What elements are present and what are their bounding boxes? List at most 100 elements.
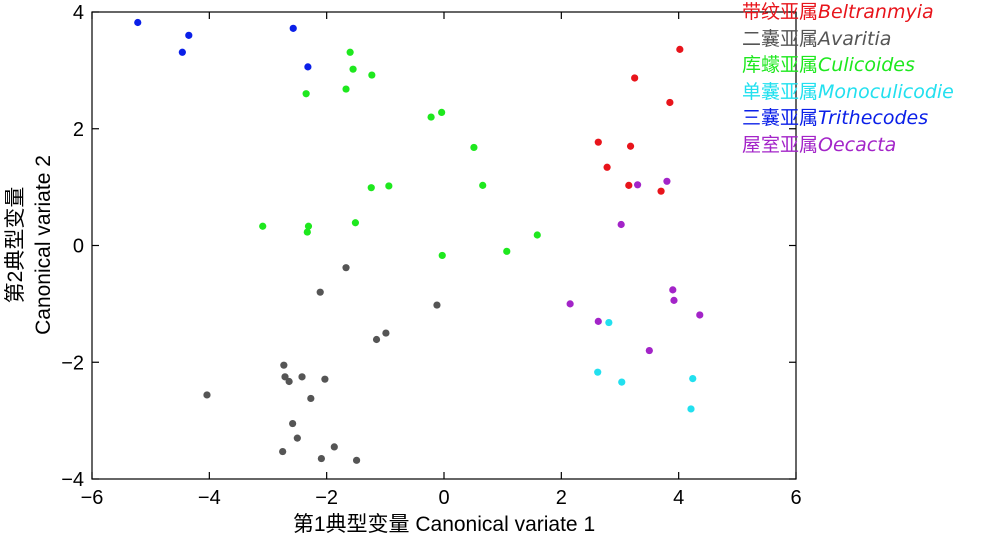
legend-cn-avaritia: 二囊亚属 bbox=[742, 28, 818, 50]
legend-cn-culicoides: 库蠓亚属 bbox=[742, 54, 818, 76]
data-point-beltranmyia bbox=[676, 45, 684, 53]
data-point-avaritia bbox=[321, 375, 329, 383]
data-point-avaritia bbox=[280, 361, 288, 369]
x-tick-label: −6 bbox=[81, 487, 104, 509]
legend-entry-beltranmyia: 带纹亚属Beltranmyia bbox=[742, 1, 934, 23]
data-point-avaritia bbox=[330, 443, 338, 451]
data-point-avaritia bbox=[289, 419, 297, 428]
data-point-culicoides bbox=[304, 222, 313, 230]
data-point-avaritia bbox=[382, 329, 390, 337]
data-point-beltranmyia bbox=[625, 181, 633, 189]
legend-latin-avaritia: Avaritia bbox=[816, 28, 891, 50]
data-point-beltranmyia bbox=[631, 74, 639, 82]
x-tick-label: 4 bbox=[673, 487, 684, 509]
data-point-culicoides bbox=[503, 247, 511, 255]
data-point-trithecodes bbox=[289, 24, 297, 32]
data-point-oecacta bbox=[594, 317, 602, 325]
data-point-culicoides bbox=[368, 71, 376, 79]
y-axis-title-cn: 第2典型变量 bbox=[4, 187, 27, 304]
data-point-avaritia bbox=[342, 264, 350, 272]
data-point-monoculicodie bbox=[687, 405, 695, 413]
data-point-avaritia bbox=[433, 301, 441, 309]
data-point-oecacta bbox=[617, 220, 625, 229]
legend-cn-oecacta: 屋室亚属 bbox=[742, 134, 818, 156]
data-point-monoculicodie bbox=[605, 318, 613, 327]
legend-entry-monoculicodie: 单囊亚属Monoculicodie bbox=[742, 81, 954, 103]
legend-latin-oecacta: Oecacta bbox=[818, 134, 896, 156]
legend: 带纹亚属Beltranmyia 二囊亚属Avaritia 库蠓亚属Culicoi… bbox=[742, 1, 954, 156]
legend-entry-culicoides: 库蠓亚属Culicoides bbox=[742, 54, 915, 76]
legend-latin-trithecodes: Trithecodes bbox=[818, 107, 928, 129]
data-point-oecacta bbox=[696, 311, 704, 319]
data-point-oecacta bbox=[566, 300, 574, 308]
data-point-avaritia bbox=[293, 434, 301, 442]
data-point-trithecodes bbox=[178, 48, 186, 56]
y-tick-label: 2 bbox=[73, 119, 84, 141]
data-point-avaritia bbox=[317, 454, 325, 463]
data-point-avaritia bbox=[352, 456, 361, 464]
legend-cn-trithecodes: 三囊亚属 bbox=[742, 107, 818, 129]
data-point-culicoides bbox=[438, 108, 446, 117]
data-point-oecacta bbox=[670, 296, 678, 304]
data-point-beltranmyia bbox=[657, 187, 665, 195]
data-point-monoculicodie bbox=[594, 368, 602, 376]
data-point-oecacta bbox=[663, 177, 671, 185]
data-point-monoculicodie bbox=[618, 378, 626, 386]
data-point-beltranmyia bbox=[603, 163, 611, 171]
x-axis-title: 第1典型变量 Canonical variate 1 bbox=[293, 513, 595, 536]
data-point-trithecodes bbox=[134, 18, 142, 27]
x-tick-label: 6 bbox=[790, 487, 801, 509]
data-point-culicoides bbox=[349, 65, 357, 73]
data-point-avaritia bbox=[203, 391, 211, 399]
data-point-avaritia bbox=[281, 373, 289, 381]
data-point-culicoides bbox=[438, 251, 446, 260]
y-tick-label: −4 bbox=[61, 469, 84, 491]
data-point-avaritia bbox=[298, 373, 306, 381]
data-point-culicoides bbox=[351, 219, 360, 227]
data-point-monoculicodie bbox=[689, 374, 697, 383]
data-point-culicoides bbox=[259, 222, 267, 230]
data-point-trithecodes bbox=[185, 31, 193, 39]
data-point-culicoides bbox=[302, 90, 310, 98]
data-point-culicoides bbox=[367, 184, 375, 192]
y-tick-label: 0 bbox=[73, 236, 84, 258]
legend-cn-beltranmyia: 带纹亚属 bbox=[742, 1, 818, 23]
data-point-culicoides bbox=[385, 182, 393, 190]
data-point-avaritia bbox=[372, 335, 381, 344]
data-point-avaritia bbox=[279, 447, 287, 456]
data-point-culicoides bbox=[470, 143, 478, 152]
data-point-culicoides bbox=[427, 113, 435, 121]
data-point-culicoides bbox=[303, 228, 311, 236]
x-tick-label: −4 bbox=[198, 487, 221, 509]
x-tick-label: −2 bbox=[315, 487, 338, 509]
data-point-culicoides bbox=[346, 48, 354, 56]
legend-latin-monoculicodie: Monoculicodie bbox=[818, 81, 954, 103]
legend-entry-oecacta: 屋室亚属Oecacta bbox=[742, 134, 896, 156]
legend-cn-monoculicodie: 单囊亚属 bbox=[742, 81, 818, 103]
data-points bbox=[134, 18, 704, 464]
data-point-avaritia bbox=[307, 394, 315, 403]
legend-entry-avaritia: 二囊亚属Avaritia bbox=[742, 28, 891, 50]
y-axis-title-en: Canonical variate 2 bbox=[32, 155, 55, 335]
data-point-avaritia bbox=[285, 377, 293, 386]
legend-latin-culicoides: Culicoides bbox=[818, 54, 915, 76]
data-point-oecacta bbox=[669, 286, 677, 294]
y-tick-label: −2 bbox=[61, 352, 84, 374]
data-point-beltranmyia bbox=[666, 98, 674, 107]
data-point-beltranmyia bbox=[594, 138, 602, 146]
legend-entry-trithecodes: 三囊亚属Trithecodes bbox=[742, 107, 928, 129]
data-point-oecacta bbox=[645, 346, 653, 355]
data-point-culicoides bbox=[342, 85, 350, 93]
x-tick-label: 0 bbox=[438, 487, 449, 509]
data-point-culicoides bbox=[533, 231, 541, 239]
data-point-trithecodes bbox=[304, 63, 312, 71]
data-point-beltranmyia bbox=[626, 142, 635, 150]
data-point-oecacta bbox=[634, 181, 642, 189]
legend-latin-beltranmyia: Beltranmyia bbox=[818, 1, 934, 23]
y-tick-label: 4 bbox=[73, 2, 84, 24]
data-point-culicoides bbox=[479, 181, 487, 189]
data-point-avaritia bbox=[316, 288, 324, 296]
x-tick-label: 2 bbox=[556, 487, 567, 509]
